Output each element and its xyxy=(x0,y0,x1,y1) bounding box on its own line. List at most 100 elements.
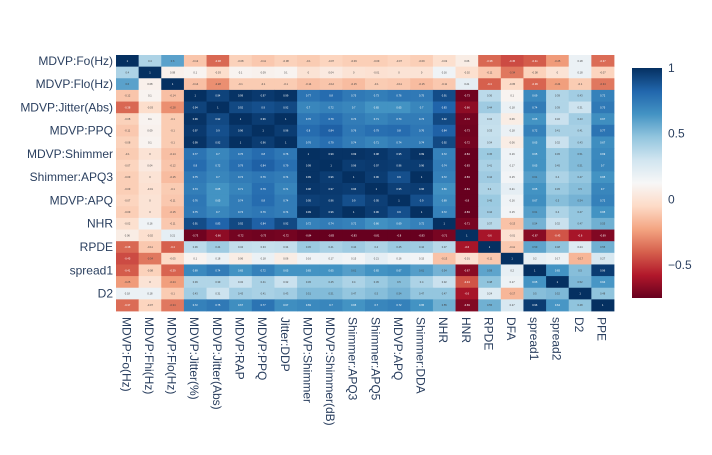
heatmap-cell xyxy=(365,55,389,68)
heatmap-cell xyxy=(319,299,343,312)
heatmap-cell xyxy=(138,229,162,242)
heatmap-cell-value: -0.81 xyxy=(373,233,379,237)
heatmap-cell xyxy=(478,229,502,242)
heatmap-cell xyxy=(387,171,411,184)
heatmap-cell xyxy=(319,101,343,114)
heatmap-cell-value: 0.54 xyxy=(396,292,402,296)
heatmap-cell xyxy=(410,171,434,184)
heatmap-cell xyxy=(319,206,343,219)
heatmap-cell-value: 0.75 xyxy=(351,94,357,98)
heatmap-cell-value: -0.66 xyxy=(215,233,221,237)
heatmap-cell xyxy=(229,171,253,184)
heatmap-cell xyxy=(161,264,185,277)
heatmap-cell xyxy=(432,299,456,312)
heatmap-cell xyxy=(478,78,502,91)
heatmap-cell-value: 0.9 xyxy=(352,198,356,202)
heatmap-cell-value: 0.45 xyxy=(487,198,493,202)
heatmap-cell xyxy=(365,113,389,126)
heatmap-cell-value: 0.75 xyxy=(215,303,221,307)
heatmap-cell xyxy=(432,148,456,161)
heatmap-cell xyxy=(251,206,275,219)
heatmap-cell-value: 0.34 xyxy=(283,245,289,249)
heatmap-cell-value: 0.04 xyxy=(329,70,335,74)
heatmap-cell xyxy=(546,183,570,196)
heatmap-cell xyxy=(591,113,615,126)
heatmap-cell xyxy=(206,113,230,126)
heatmap-cell-value: 0.65 xyxy=(306,268,312,272)
heatmap-cell-value: -0.15 xyxy=(351,82,357,86)
heatmap-cell-value: 0.1 xyxy=(148,140,152,144)
heatmap-cell xyxy=(206,55,230,68)
heatmap-cell xyxy=(568,276,592,289)
heatmap-cell xyxy=(229,124,253,137)
heatmap-cell xyxy=(138,113,162,126)
heatmap-cell xyxy=(274,217,298,230)
heatmap-cell xyxy=(342,66,366,79)
heatmap-cell-value: -0.6 xyxy=(465,292,470,296)
heatmap-cell xyxy=(500,171,524,184)
heatmap-cell xyxy=(116,264,140,277)
heatmap-cell-value: 0.74 xyxy=(238,210,244,214)
heatmap-cell-value: -0.71 xyxy=(441,233,447,237)
heatmap-cell xyxy=(206,89,230,102)
heatmap-cell xyxy=(410,229,434,242)
heatmap-cell xyxy=(591,299,615,312)
heatmap-cell-value: 0.61 xyxy=(351,268,357,272)
heatmap-cell-value: 0.96 xyxy=(329,198,335,202)
heatmap-cell-value: 0.06 xyxy=(510,140,516,144)
heatmap-cell xyxy=(410,183,434,196)
heatmap-cell xyxy=(319,241,343,254)
heatmap-cell-value: 0.97 xyxy=(261,94,267,98)
heatmap-cell xyxy=(274,241,298,254)
heatmap-cell xyxy=(455,229,479,242)
heatmap-cell xyxy=(183,206,207,219)
heatmap-cell xyxy=(206,183,230,196)
heatmap-cell-value: 0.8 xyxy=(329,94,333,98)
heatmap-cell xyxy=(455,101,479,114)
heatmap-cell xyxy=(251,113,275,126)
heatmap-cell-value: 0.51 xyxy=(578,164,584,168)
heatmap-cell-value: 0.76 xyxy=(306,117,312,121)
heatmap-cell xyxy=(387,194,411,207)
heatmap-cell-value: -0.73 xyxy=(260,233,266,237)
heatmap-cell xyxy=(432,159,456,172)
heatmap-cell-value: -0.1 xyxy=(170,129,175,133)
heatmap-cell-value: -0.15 xyxy=(419,82,425,86)
heatmap-cell xyxy=(455,252,479,265)
heatmap-cell-value: 0.65 xyxy=(532,140,538,144)
heatmap-cell-value: -0.11 xyxy=(170,222,176,226)
heatmap-cell xyxy=(387,287,411,300)
heatmap-cell-value: 0.2 xyxy=(533,257,537,261)
heatmap-cell-value: 0.6 xyxy=(171,59,175,63)
heatmap-cell xyxy=(591,66,615,79)
heatmap-cell-value: -0.72 xyxy=(238,233,244,237)
heatmap-cell-value: 0.74 xyxy=(419,140,425,144)
heatmap-cell-value: 0.83 xyxy=(215,222,221,226)
heatmap-cell xyxy=(523,183,547,196)
heatmap-cell xyxy=(591,206,615,219)
heatmap-cell-value: -0.03 xyxy=(147,105,153,109)
heatmap-cell-value: -0.25 xyxy=(554,59,560,63)
heatmap-cell-value: 0.72 xyxy=(306,222,312,226)
heatmap-cell-value: -0.07 xyxy=(396,59,402,63)
heatmap-cell-value: 0.17 xyxy=(510,280,516,284)
heatmap-cell xyxy=(342,264,366,277)
heatmap-cell-value: 0.69 xyxy=(193,268,199,272)
heatmap-cell xyxy=(116,206,140,219)
heatmap-cell xyxy=(546,206,570,219)
heatmap-cell-value: 0.76 xyxy=(193,198,199,202)
heatmap-cell-value: 0.96 xyxy=(532,303,538,307)
heatmap-cell xyxy=(138,287,162,300)
heatmap-cell xyxy=(410,89,434,102)
heatmap-cell-value: 1 xyxy=(195,94,197,98)
heatmap-cell xyxy=(251,217,275,230)
heatmap-cell xyxy=(478,206,502,219)
heatmap-cell xyxy=(568,159,592,172)
heatmap-cell-value: -0.07 xyxy=(124,198,130,202)
colorbar-tick-label: 1 xyxy=(668,61,675,75)
heatmap-cell-value: -0.1 xyxy=(306,59,311,63)
heatmap-cell xyxy=(568,183,592,196)
y-tick-label: NHR xyxy=(87,217,113,231)
heatmap-cell-value: 0.43 xyxy=(578,94,584,98)
